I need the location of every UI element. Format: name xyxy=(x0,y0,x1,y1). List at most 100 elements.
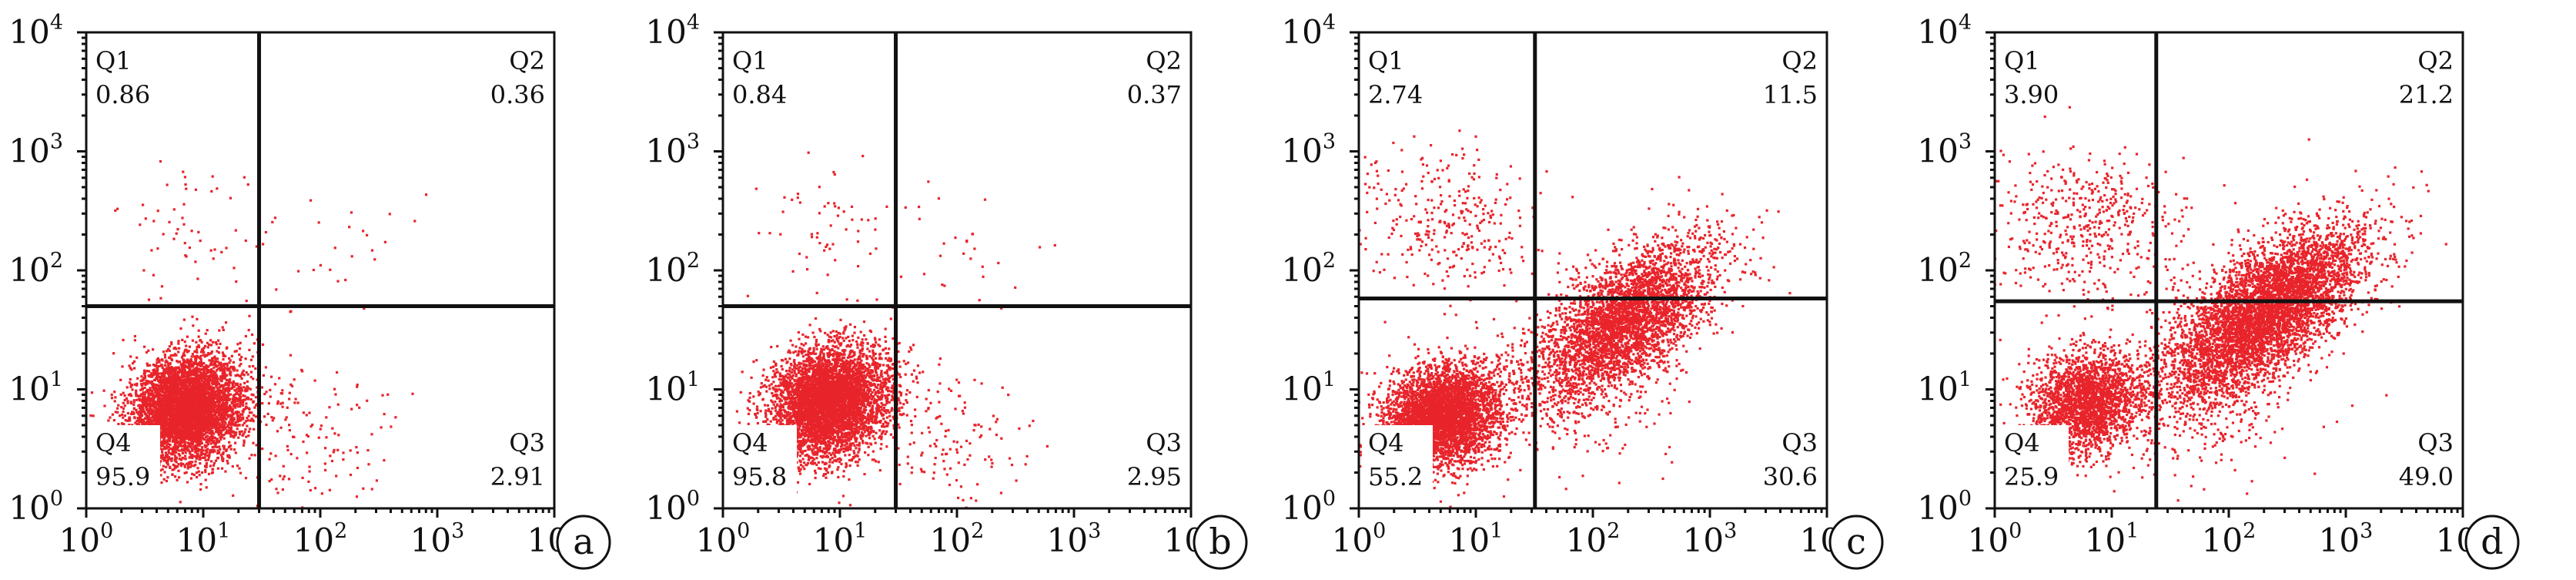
scatter-point xyxy=(183,410,186,413)
scatter-point xyxy=(202,347,206,350)
scatter-point xyxy=(179,402,182,405)
scatter-point xyxy=(165,388,168,391)
scatter-point xyxy=(184,422,187,425)
scatter-point xyxy=(236,399,239,402)
scatter-point xyxy=(183,354,186,357)
scatter-point xyxy=(241,371,244,374)
scatter-point xyxy=(135,420,139,423)
scatter-point xyxy=(216,449,219,452)
scatter-point xyxy=(202,354,205,357)
scatter-point xyxy=(215,459,218,462)
scatter-point xyxy=(152,411,156,414)
scatter-point xyxy=(135,411,139,414)
scatter-point xyxy=(187,448,190,451)
scatter-point xyxy=(223,376,226,380)
scatter-point xyxy=(179,395,182,398)
scatter-point xyxy=(156,374,159,377)
scatter-point xyxy=(197,344,200,347)
scatter-point xyxy=(233,403,236,406)
scatter-point xyxy=(166,377,169,380)
scatter-point xyxy=(130,368,133,371)
scatter-point xyxy=(122,401,125,404)
scatter-point xyxy=(179,397,182,401)
scatter-point xyxy=(184,412,187,415)
scatter-point xyxy=(179,454,182,458)
scatter-point xyxy=(183,430,186,433)
scatter-point xyxy=(139,414,142,417)
scatter-point xyxy=(226,394,229,398)
scatter-point xyxy=(209,392,212,395)
scatter-point xyxy=(255,404,258,407)
scatter-point xyxy=(162,412,166,415)
scatter-point xyxy=(144,396,147,399)
scatter-point xyxy=(176,448,179,451)
scatter-point xyxy=(235,350,238,353)
scatter-point xyxy=(209,429,212,432)
scatter-point xyxy=(181,387,184,390)
scatter-point xyxy=(236,464,239,468)
scatter-point xyxy=(153,368,156,371)
scatter-point xyxy=(210,420,213,423)
scatter-point xyxy=(140,375,143,378)
scatter-point xyxy=(170,372,173,375)
scatter-point xyxy=(162,378,165,381)
scatter-point xyxy=(189,477,192,480)
scatter-point xyxy=(222,425,225,428)
scatter-point xyxy=(198,474,201,477)
scatter-point xyxy=(174,432,177,435)
scatter-point xyxy=(226,431,229,434)
scatter-point xyxy=(135,356,139,359)
scatter-point xyxy=(179,419,182,422)
scatter-point xyxy=(187,359,190,363)
scatter-point xyxy=(226,364,229,367)
scatter-point xyxy=(215,369,219,372)
scatter-point xyxy=(138,420,141,423)
scatter-point xyxy=(165,379,168,382)
scatter-point xyxy=(194,438,197,441)
scatter-point xyxy=(222,358,225,361)
scatter-point xyxy=(175,412,178,415)
scatter-point xyxy=(182,429,185,432)
scatter-point xyxy=(267,402,270,405)
scatter-point xyxy=(133,416,136,419)
scatter-point xyxy=(207,379,210,382)
scatter-point xyxy=(193,454,196,458)
scatter-point xyxy=(255,444,258,447)
scatter-point xyxy=(189,425,192,428)
scatter-point xyxy=(194,407,197,410)
scatter-point xyxy=(172,429,176,432)
scatter-point xyxy=(172,390,175,393)
scatter-point xyxy=(152,406,156,409)
scatter-point xyxy=(216,438,219,441)
scatter-point xyxy=(179,444,182,447)
scatter-point xyxy=(196,475,199,479)
scatter-point xyxy=(184,451,187,454)
scatter-point xyxy=(199,488,202,491)
scatter-point xyxy=(187,407,190,411)
scatter-point xyxy=(218,440,221,443)
scatter-point xyxy=(210,433,213,436)
scatter-point xyxy=(131,424,134,427)
scatter-point xyxy=(172,463,175,467)
scatter-point xyxy=(196,424,199,427)
scatter-point xyxy=(206,444,209,448)
scatter-point xyxy=(114,411,117,414)
scatter-point xyxy=(121,365,124,368)
scatter-point xyxy=(139,407,142,411)
scatter-point xyxy=(183,375,186,378)
scatter-point xyxy=(210,449,213,452)
scatter-point xyxy=(142,391,145,394)
scatter-point xyxy=(185,448,188,451)
scatter-point xyxy=(248,411,252,414)
scatter-point xyxy=(206,367,209,370)
scatter-point xyxy=(233,418,236,421)
scatter-point xyxy=(192,434,195,437)
scatter-point xyxy=(214,441,217,444)
scatter-point xyxy=(216,381,219,384)
scatter-point xyxy=(159,407,162,411)
scatter-point xyxy=(205,401,208,404)
scatter-point xyxy=(203,428,206,431)
scatter-point xyxy=(216,377,219,381)
scatter-point xyxy=(238,374,241,377)
scatter-point xyxy=(156,388,159,391)
